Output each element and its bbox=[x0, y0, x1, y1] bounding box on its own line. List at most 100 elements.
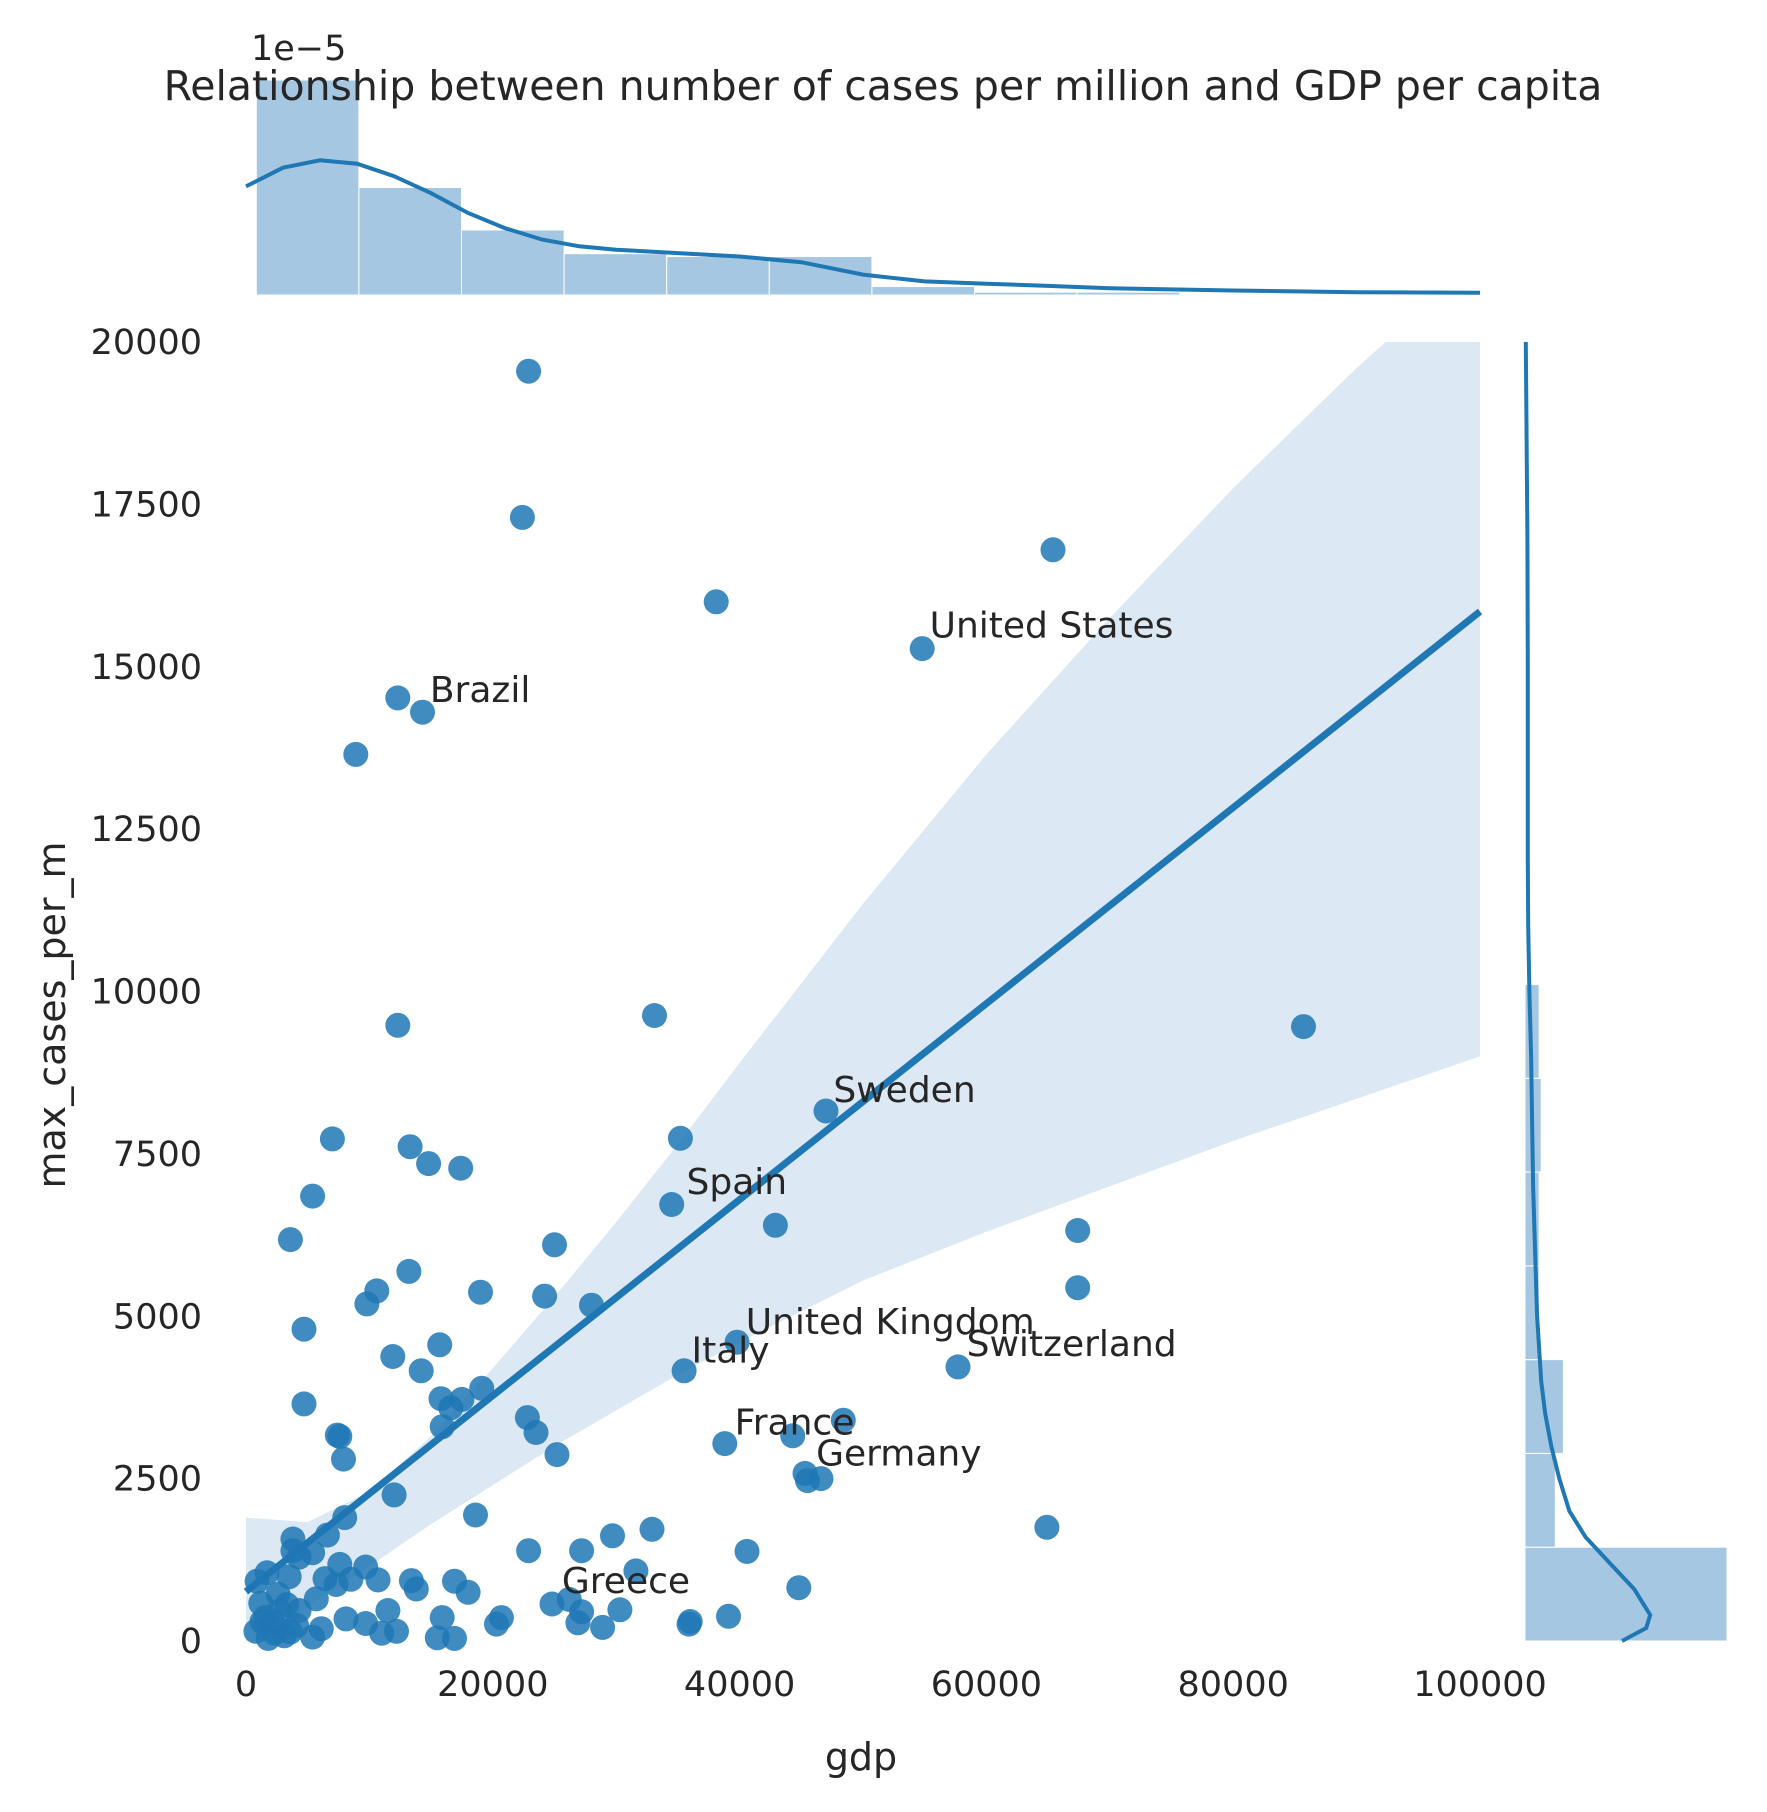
scatter-point bbox=[523, 1420, 549, 1445]
annotation-label: Spain bbox=[687, 1162, 788, 1203]
marginal-x-distribution bbox=[245, 79, 1481, 296]
scatter-point bbox=[286, 1544, 312, 1570]
marginal-x-bar bbox=[563, 253, 668, 296]
scatter-point bbox=[442, 1625, 467, 1651]
marginal-y-distribution bbox=[1523, 341, 1728, 1643]
annotation-label: Germany bbox=[816, 1434, 981, 1475]
x-tick-label: 60000 bbox=[931, 1665, 1042, 1705]
scatter-point bbox=[590, 1614, 616, 1640]
scatter-point bbox=[403, 1576, 429, 1602]
scatter-point bbox=[1065, 1218, 1091, 1243]
y-axis-label: max_cases_per_m bbox=[30, 841, 74, 1188]
scatter-point bbox=[429, 1414, 455, 1440]
scatter-point bbox=[579, 1292, 604, 1318]
scatter-point bbox=[365, 1567, 391, 1593]
scatter-point bbox=[385, 1012, 411, 1038]
scatter-points bbox=[243, 358, 1316, 1651]
scatter-point bbox=[323, 1572, 349, 1597]
y-tick-label: 0 bbox=[180, 1622, 202, 1662]
y-axis-ticks: 0 2500 5000 7500 10000 12500 15000 17500 20000 bbox=[91, 323, 202, 1662]
scatter-point bbox=[712, 1431, 738, 1457]
marginal-x-bar bbox=[666, 256, 770, 296]
scatter-point bbox=[469, 1375, 495, 1401]
scatter-point bbox=[1040, 537, 1066, 563]
scatter-point bbox=[332, 1505, 358, 1531]
scatter-point bbox=[375, 1598, 401, 1623]
scatter-point bbox=[319, 1126, 345, 1152]
scatter-point bbox=[1065, 1275, 1091, 1301]
scatter-point bbox=[1034, 1514, 1060, 1540]
x-tick-label: 100000 bbox=[1413, 1665, 1547, 1705]
marginal-y-kde bbox=[1523, 341, 1653, 1643]
marginal-x-bar bbox=[1076, 291, 1181, 296]
scatter-point bbox=[408, 1358, 434, 1384]
scatter-point bbox=[416, 1151, 442, 1177]
marginal-x-kde bbox=[245, 158, 1481, 295]
scatter-point bbox=[455, 1579, 481, 1605]
scatter-point bbox=[300, 1183, 326, 1209]
scatter-point bbox=[429, 1605, 455, 1631]
scatter-point bbox=[343, 741, 369, 767]
annotation-label: United States bbox=[930, 606, 1174, 647]
annotation-label: France bbox=[735, 1402, 855, 1443]
y-tick-label: 20000 bbox=[91, 323, 202, 363]
scatter-point bbox=[1291, 1014, 1316, 1040]
scatter-point bbox=[271, 1623, 297, 1649]
y-tick-label: 15000 bbox=[91, 648, 202, 688]
scatter-point bbox=[468, 1279, 493, 1305]
scatter-point bbox=[569, 1538, 595, 1564]
marginal-y-bar bbox=[1524, 1452, 1556, 1548]
scatter-point bbox=[667, 1125, 693, 1151]
annotation-label: Sweden bbox=[833, 1070, 975, 1111]
scatter-point bbox=[410, 699, 435, 725]
scatter-point bbox=[427, 1332, 453, 1358]
scatter-point bbox=[244, 1568, 270, 1594]
scatter-point bbox=[396, 1258, 422, 1284]
scatter-point bbox=[463, 1502, 488, 1528]
y-tick-label: 5000 bbox=[113, 1297, 202, 1337]
scatter-point bbox=[909, 636, 935, 662]
scatter-point bbox=[438, 1395, 464, 1421]
scatter-point bbox=[716, 1603, 741, 1629]
scatter-point bbox=[369, 1620, 395, 1646]
scatter-point bbox=[381, 1482, 407, 1508]
scatter-point bbox=[542, 1232, 567, 1258]
scatter-point bbox=[607, 1597, 633, 1623]
x-tick-label: 0 bbox=[235, 1665, 257, 1705]
scatter-point bbox=[600, 1523, 625, 1549]
scatter-point bbox=[734, 1538, 760, 1564]
scatter-point bbox=[291, 1391, 317, 1417]
x-tick-label: 40000 bbox=[684, 1665, 795, 1705]
scatter-point bbox=[565, 1610, 591, 1636]
annotation-label: United Kingdom bbox=[746, 1302, 1035, 1343]
marginal-y-bar bbox=[1524, 1546, 1728, 1642]
scatter-point bbox=[676, 1611, 702, 1637]
scatter-point bbox=[830, 1407, 856, 1433]
y-tick-label: 7500 bbox=[113, 1135, 202, 1175]
scatter-point bbox=[354, 1291, 380, 1317]
scatter-point bbox=[385, 685, 411, 711]
y-tick-label: 12500 bbox=[91, 810, 202, 850]
scatter-point bbox=[659, 1192, 685, 1217]
scatter-point bbox=[448, 1155, 474, 1181]
marginal-x-bar bbox=[974, 291, 1078, 296]
scatter-point bbox=[671, 1358, 697, 1384]
country-annotations: United States Brazil Sweden Spain United Kin… bbox=[430, 606, 1177, 1602]
scatter-point bbox=[762, 1212, 788, 1238]
scatter-point bbox=[786, 1575, 812, 1601]
annotation-label: Brazil bbox=[430, 670, 530, 711]
scatter-point bbox=[380, 1344, 406, 1369]
scatter-point bbox=[509, 504, 535, 530]
x-tick-label: 80000 bbox=[1178, 1665, 1289, 1705]
marginal-x-bar bbox=[871, 286, 976, 296]
annotation-label: Switzerland bbox=[967, 1324, 1177, 1365]
scatter-point bbox=[544, 1442, 570, 1468]
annotation-label: Italy bbox=[691, 1330, 769, 1371]
marginal-x-bar bbox=[255, 79, 360, 296]
marginal-offset-label: 1e−5 bbox=[251, 29, 346, 69]
chart-title: Relationship between number of cases per… bbox=[164, 62, 1603, 110]
marginal-x-bar bbox=[768, 256, 873, 296]
scatter-point bbox=[516, 1538, 542, 1564]
scatter-point bbox=[397, 1134, 423, 1160]
annotation-label: Greece bbox=[562, 1561, 690, 1602]
